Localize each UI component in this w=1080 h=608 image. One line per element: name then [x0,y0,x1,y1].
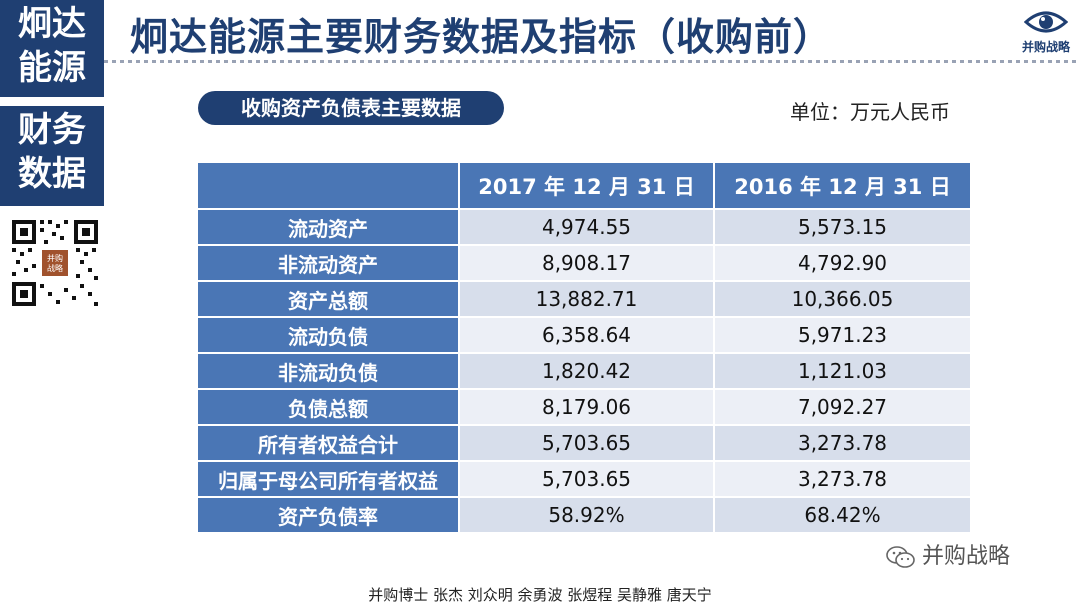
row-label: 所有者权益合计 [196,424,460,462]
author-credits: 并购博士 张杰 刘众明 余勇波 张煜程 吴静雅 唐天宁 [368,586,712,604]
table-row: 资产总额 13,882.71 10,366.05 [196,280,972,318]
cell-2016: 4,792.90 [713,244,972,282]
cell-2017: 1,820.42 [458,352,715,390]
eye-icon [1024,11,1068,33]
section-heading: 收购资产负债表主要数据 [198,91,504,125]
header-corner [196,161,460,210]
svg-text:并购: 并购 [47,253,63,263]
sidebar-section-line2: 数据 [18,154,86,194]
balance-sheet-table: 2017 年 12 月 31 日 2016 年 12 月 31 日 流动资产 4… [196,161,972,534]
row-label: 资产总额 [196,280,460,318]
cell-2016: 3,273.78 [713,424,972,462]
row-label: 流动资产 [196,208,460,246]
table-header-row: 2017 年 12 月 31 日 2016 年 12 月 31 日 [196,161,972,210]
cell-2016: 5,573.15 [713,208,972,246]
wechat-watermark: 并购战略 [886,538,1010,570]
logo-text: 并购战略 [1021,40,1070,54]
table-row: 非流动资产 8,908.17 4,792.90 [196,244,972,282]
cell-2017: 6,358.64 [458,316,715,354]
cell-2016: 7,092.27 [713,388,972,426]
row-label: 归属于母公司所有者权益 [196,460,460,498]
unit-label: 单位：万元人民币 [790,100,950,124]
brand-logo: 并购战略 [1016,8,1076,58]
svg-text:战略: 战略 [47,263,63,273]
table-row: 资产负债率 58.92% 68.42% [196,496,972,534]
cell-2017: 4,974.55 [458,208,715,246]
qr-code-icon: 并购 战略 [10,218,100,308]
wechat-account-name: 并购战略 [922,544,1011,569]
row-label: 负债总额 [196,388,460,426]
table-row: 归属于母公司所有者权益 5,703.65 3,273.78 [196,460,972,498]
row-label: 非流动负债 [196,352,460,390]
sidebar-company-line1: 炯达 [18,4,86,44]
page-title: 炯达能源主要财务数据及指标（收购前） [130,15,833,59]
table-row: 非流动负债 1,820.42 1,121.03 [196,352,972,390]
sidebar-company-block: 炯达 能源 [0,0,104,97]
cell-2017: 58.92% [458,496,715,534]
cell-2016: 3,273.78 [713,460,972,498]
header-divider [104,60,1080,63]
table-row: 流动负债 6,358.64 5,971.23 [196,316,972,354]
cell-2017: 8,179.06 [458,388,715,426]
sidebar-company-line2: 能源 [18,48,86,88]
wechat-icon [886,546,915,568]
cell-2017: 8,908.17 [458,244,715,282]
row-label: 资产负债率 [196,496,460,534]
header-2017: 2017 年 12 月 31 日 [458,161,715,210]
cell-2017: 5,703.65 [458,460,715,498]
cell-2016: 5,971.23 [713,316,972,354]
sidebar-section-block: 财务 数据 [0,106,104,206]
table-row: 所有者权益合计 5,703.65 3,273.78 [196,424,972,462]
sidebar-section-line1: 财务 [18,110,86,150]
row-label: 非流动资产 [196,244,460,282]
cell-2016: 1,121.03 [713,352,972,390]
table-row: 流动资产 4,974.55 5,573.15 [196,208,972,246]
cell-2017: 13,882.71 [458,280,715,318]
cell-2016: 68.42% [713,496,972,534]
cell-2016: 10,366.05 [713,280,972,318]
header-2016: 2016 年 12 月 31 日 [713,161,972,210]
row-label: 流动负债 [196,316,460,354]
cell-2017: 5,703.65 [458,424,715,462]
table-row: 负债总额 8,179.06 7,092.27 [196,388,972,426]
